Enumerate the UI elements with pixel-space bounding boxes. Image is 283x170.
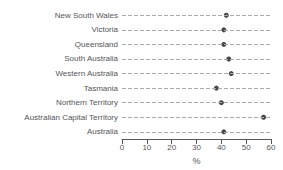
svg-text:Victoria: Victoria	[91, 25, 118, 34]
svg-text:40: 40	[217, 143, 226, 152]
svg-text:South Australia: South Australia	[64, 54, 118, 63]
svg-text:10: 10	[142, 143, 151, 152]
svg-text:Tasmania: Tasmania	[84, 84, 119, 93]
svg-text:30: 30	[192, 143, 201, 152]
svg-text:Queensland: Queensland	[75, 40, 118, 49]
svg-text:Australian Capital Territory: Australian Capital Territory	[24, 113, 118, 122]
svg-text:%: %	[192, 156, 200, 166]
svg-text:50: 50	[242, 143, 251, 152]
svg-text:0: 0	[120, 143, 125, 152]
svg-text:New South Wales: New South Wales	[55, 11, 118, 20]
svg-text:Northern Territory: Northern Territory	[56, 98, 118, 107]
svg-text:20: 20	[167, 143, 176, 152]
svg-text:Australia: Australia	[87, 127, 119, 136]
svg-text:60: 60	[267, 143, 276, 152]
svg-text:Western Australia: Western Australia	[55, 69, 118, 78]
